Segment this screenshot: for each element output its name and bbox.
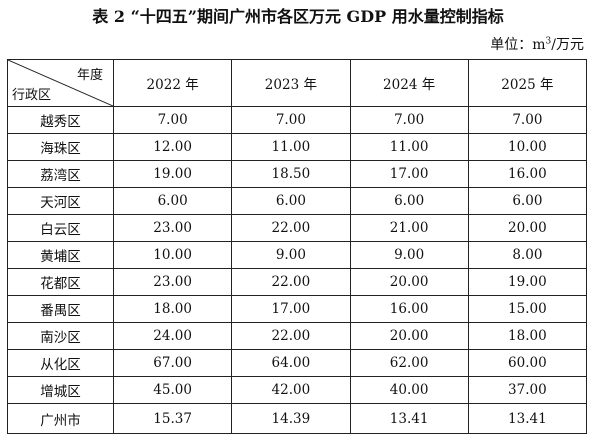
value-cell: 11.00 bbox=[231, 133, 351, 161]
value-cell: 22.00 bbox=[231, 214, 351, 242]
district-cell: 番禺区 bbox=[7, 295, 114, 323]
value-cell: 20.00 bbox=[467, 214, 588, 242]
table-row: 越秀区 7.00 7.00 7.00 7.00 bbox=[7, 106, 588, 134]
value-cell: 18.00 bbox=[467, 322, 588, 350]
value-cell: 17.00 bbox=[231, 295, 351, 323]
district-cell: 荔湾区 bbox=[7, 160, 114, 188]
district-cell: 从化区 bbox=[7, 349, 114, 377]
district-cell: 增城区 bbox=[7, 376, 114, 404]
value-cell: 19.00 bbox=[112, 160, 233, 188]
table-row: 白云区 23.00 22.00 21.00 20.00 bbox=[7, 214, 588, 242]
value-cell: 23.00 bbox=[112, 214, 233, 242]
corner-year-label: 年度 bbox=[76, 68, 103, 83]
table-row: 从化区 67.00 64.00 62.00 60.00 bbox=[7, 349, 588, 377]
district-cell: 天河区 bbox=[7, 187, 114, 215]
unit-label: 单位：m3/万元 bbox=[490, 36, 584, 54]
corner-header-cell: 年度 行政区 bbox=[7, 59, 114, 107]
value-cell: 13.41 bbox=[349, 403, 469, 434]
value-cell: 37.00 bbox=[467, 376, 588, 404]
value-cell: 7.00 bbox=[231, 106, 351, 134]
value-cell: 22.00 bbox=[231, 268, 351, 296]
value-cell: 16.00 bbox=[349, 295, 469, 323]
table-row: 荔湾区 19.00 18.50 17.00 16.00 bbox=[7, 160, 588, 188]
diagonal-line bbox=[8, 60, 113, 106]
value-cell: 8.00 bbox=[467, 241, 588, 269]
value-cell: 14.39 bbox=[231, 403, 351, 434]
value-cell: 19.00 bbox=[467, 268, 588, 296]
district-cell: 广州市 bbox=[7, 403, 114, 434]
value-cell: 60.00 bbox=[467, 349, 588, 377]
value-cell: 7.00 bbox=[467, 106, 588, 134]
table-title: 表 2 “十四五”期间广州市各区万元 GDP 用水量控制指标 bbox=[92, 7, 504, 26]
value-cell: 9.00 bbox=[349, 241, 469, 269]
value-cell: 64.00 bbox=[231, 349, 351, 377]
district-cell: 海珠区 bbox=[7, 133, 114, 161]
table-row: 黄埔区 10.00 9.00 9.00 8.00 bbox=[7, 241, 588, 269]
value-cell: 15.37 bbox=[112, 403, 233, 434]
table-row: 海珠区 12.00 11.00 11.00 10.00 bbox=[7, 133, 588, 161]
year-header-2024: 2024 年 bbox=[349, 59, 469, 107]
value-cell: 15.00 bbox=[467, 295, 588, 323]
value-cell: 21.00 bbox=[349, 214, 469, 242]
value-cell: 6.00 bbox=[467, 187, 588, 215]
header-row: 年度 行政区 2022 年 2023 年 2024 年 2025 年 bbox=[7, 59, 588, 107]
value-cell: 6.00 bbox=[112, 187, 233, 215]
value-cell: 10.00 bbox=[467, 133, 588, 161]
table-row: 花都区 23.00 22.00 20.00 19.00 bbox=[7, 268, 588, 296]
table-row: 天河区 6.00 6.00 6.00 6.00 bbox=[7, 187, 588, 215]
year-header-2022: 2022 年 bbox=[112, 59, 233, 107]
table-row: 番禺区 18.00 17.00 16.00 15.00 bbox=[7, 295, 588, 323]
value-cell: 67.00 bbox=[112, 349, 233, 377]
value-cell: 24.00 bbox=[112, 322, 233, 350]
unit-suffix: /万元 bbox=[551, 37, 584, 53]
value-cell: 9.00 bbox=[231, 241, 351, 269]
value-cell: 22.00 bbox=[231, 322, 351, 350]
value-cell: 42.00 bbox=[231, 376, 351, 404]
value-cell: 16.00 bbox=[467, 160, 588, 188]
value-cell: 17.00 bbox=[349, 160, 469, 188]
year-header-2025: 2025 年 bbox=[467, 59, 588, 107]
value-cell: 62.00 bbox=[349, 349, 469, 377]
table-row: 增城区 45.00 42.00 40.00 37.00 bbox=[7, 376, 588, 404]
value-cell: 18.50 bbox=[231, 160, 351, 188]
value-cell: 45.00 bbox=[112, 376, 233, 404]
district-cell: 白云区 bbox=[7, 214, 114, 242]
district-cell: 南沙区 bbox=[7, 322, 114, 350]
value-cell: 20.00 bbox=[349, 268, 469, 296]
value-cell: 13.41 bbox=[467, 403, 588, 434]
value-cell: 7.00 bbox=[112, 106, 233, 134]
value-cell: 12.00 bbox=[112, 133, 233, 161]
water-use-table: 年度 行政区 2022 年 2023 年 2024 年 2025 年 越秀区 7.… bbox=[7, 59, 588, 434]
value-cell: 20.00 bbox=[349, 322, 469, 350]
table-row: 广州市 15.37 14.39 13.41 13.41 bbox=[7, 403, 588, 434]
value-cell: 6.00 bbox=[349, 187, 469, 215]
value-cell: 18.00 bbox=[112, 295, 233, 323]
value-cell: 23.00 bbox=[112, 268, 233, 296]
value-cell: 11.00 bbox=[349, 133, 469, 161]
year-header-2023: 2023 年 bbox=[231, 59, 351, 107]
value-cell: 40.00 bbox=[349, 376, 469, 404]
value-cell: 7.00 bbox=[349, 106, 469, 134]
table-row: 南沙区 24.00 22.00 20.00 18.00 bbox=[7, 322, 588, 350]
district-cell: 越秀区 bbox=[7, 106, 114, 134]
value-cell: 10.00 bbox=[112, 241, 233, 269]
corner-district-label: 行政区 bbox=[12, 88, 52, 103]
value-cell: 6.00 bbox=[231, 187, 351, 215]
district-cell: 花都区 bbox=[7, 268, 114, 296]
district-cell: 黄埔区 bbox=[7, 241, 114, 269]
unit-prefix: 单位：m bbox=[490, 37, 546, 53]
unit-superscript: 3 bbox=[545, 36, 552, 47]
